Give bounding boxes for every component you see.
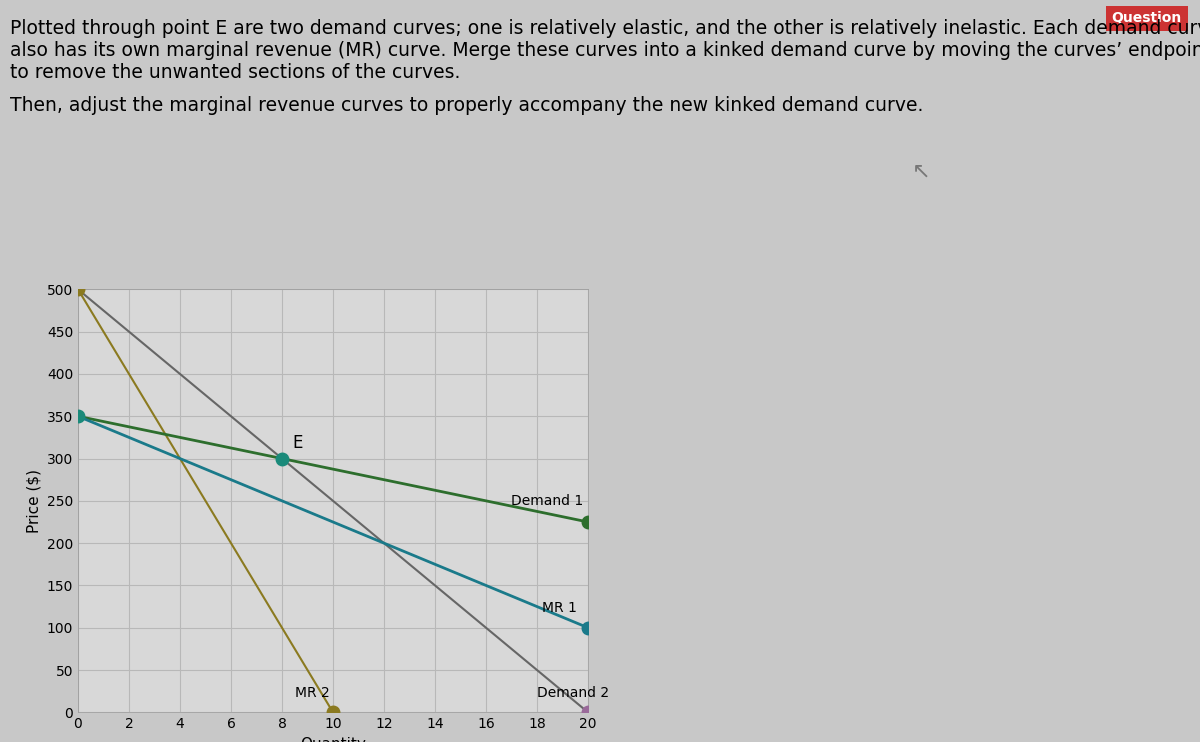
Text: also has its own marginal revenue (MR) curve. Merge these curves into a kinked d: also has its own marginal revenue (MR) c… bbox=[10, 41, 1200, 60]
Text: Plotted through point E are two demand curves; one is relatively elastic, and th: Plotted through point E are two demand c… bbox=[10, 19, 1200, 38]
Text: ↖: ↖ bbox=[912, 162, 931, 182]
Text: Question: Question bbox=[1111, 11, 1182, 25]
X-axis label: Quantity: Quantity bbox=[300, 737, 366, 742]
Text: MR 1: MR 1 bbox=[542, 601, 577, 615]
Text: MR 2: MR 2 bbox=[295, 686, 330, 700]
Text: Demand 2: Demand 2 bbox=[538, 686, 610, 700]
Text: Then, adjust the marginal revenue curves to properly accompany the new kinked de: Then, adjust the marginal revenue curves… bbox=[10, 96, 923, 116]
Text: E: E bbox=[293, 434, 302, 452]
Text: to remove the unwanted sections of the curves.: to remove the unwanted sections of the c… bbox=[10, 63, 460, 82]
Y-axis label: Price ($): Price ($) bbox=[26, 469, 41, 533]
Text: Demand 1: Demand 1 bbox=[511, 493, 583, 508]
